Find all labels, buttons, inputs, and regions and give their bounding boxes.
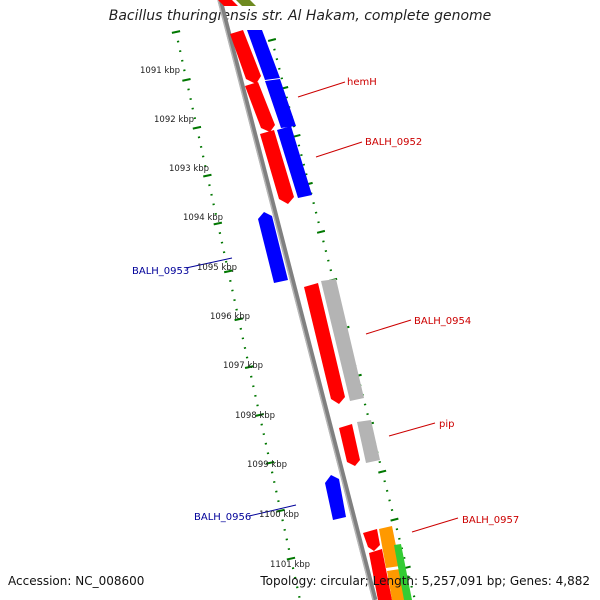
gene-pip-grey[interactable] — [357, 420, 380, 463]
kbp-label: 1099 kbp — [247, 460, 287, 470]
label-BALH_0954: BALH_0954 — [414, 316, 471, 327]
kbp-label: 1097 kbp — [223, 361, 263, 371]
scale-major-tick — [265, 460, 275, 465]
scale-major-tick — [234, 317, 244, 322]
leader-BALH_0954 — [365, 319, 412, 335]
kbp-label: 1094 kbp — [183, 213, 223, 223]
scale-major-tick — [203, 173, 212, 178]
gene-BALH_0953[interactable] — [258, 212, 288, 283]
scale-major-tick — [171, 30, 181, 34]
gene-track-major-tick — [378, 469, 387, 474]
label-hemH: hemH — [347, 77, 377, 88]
gene-track-dot — [300, 154, 303, 157]
gene-track-dot — [412, 595, 416, 598]
gene-track-dot — [378, 461, 382, 464]
genome-backbone — [217, 0, 378, 600]
scale-major-tick — [182, 77, 191, 82]
gene-track-dot — [312, 202, 315, 205]
label-pip: pip — [439, 419, 454, 430]
leader-BALH_0956 — [248, 504, 297, 517]
gene-track-dot — [278, 67, 281, 70]
gene-track-dot — [398, 537, 401, 540]
gene-BALH_0956[interactable] — [325, 475, 346, 520]
scale-major-tick — [286, 556, 296, 561]
gene-track-dot — [383, 480, 386, 483]
gene-track-major-tick — [390, 517, 399, 522]
gene-track-dot — [390, 508, 394, 512]
scale-major-tick — [213, 221, 223, 226]
scale-major-tick — [244, 365, 254, 369]
gene-track-dot — [410, 585, 413, 588]
leader-BALH_0953 — [185, 257, 233, 269]
scale-major-tick — [223, 269, 233, 274]
gene-BALH_0957-orange[interactable] — [379, 526, 400, 568]
gene-track-major-tick — [316, 229, 326, 234]
scale-track — [171, 30, 301, 598]
kbp-label: 1091 kbp — [140, 66, 180, 76]
accession-text: Accession: NC_008600 — [8, 574, 145, 588]
gene-red-2[interactable] — [245, 82, 275, 132]
gene-BALH_0954-grey[interactable] — [321, 279, 364, 401]
gene-track-dot — [324, 249, 328, 253]
leader-BALH_0957 — [411, 517, 459, 533]
leader-BALH_0952 — [315, 141, 363, 158]
kbp-label: 1100 kbp — [259, 510, 299, 520]
kbp-label: 1101 kbp — [270, 560, 310, 570]
label-BALH_0956: BALH_0956 — [194, 512, 251, 523]
scale-major-tick — [192, 125, 202, 130]
gene-BALH_0957-green[interactable] — [394, 544, 412, 600]
label-BALH_0957: BALH_0957 — [462, 515, 519, 526]
gene-BALH_0957-red-2[interactable] — [369, 549, 392, 600]
gene-track-dot — [329, 269, 333, 272]
gene-track-dot — [280, 77, 284, 80]
gene-arrow-red[interactable] — [218, 0, 238, 6]
gene-track-dot — [327, 259, 330, 262]
gene-track-dot — [395, 528, 399, 531]
genome-backbone-highlight — [217, 0, 374, 600]
gene-track-dot — [388, 499, 391, 502]
kbp-label: 1093 kbp — [169, 164, 209, 174]
gene-blue-2[interactable] — [265, 79, 296, 128]
gene-track-dot — [302, 163, 306, 166]
leader-hemH — [297, 81, 346, 98]
scale-major-tick — [255, 413, 264, 417]
gene-track-dot — [314, 211, 318, 214]
gene-track-dot — [385, 489, 389, 492]
gene-arrow-olive[interactable] — [236, 0, 256, 6]
gene-track-dot — [322, 240, 325, 243]
leader-pip — [388, 422, 436, 437]
gene-red-3[interactable] — [260, 130, 294, 204]
kbp-label: 1096 kbp — [210, 312, 250, 322]
kbp-label: 1098 kbp — [235, 411, 275, 421]
gene-track-dot — [273, 48, 276, 51]
gene-track-dot — [363, 403, 367, 406]
scale-major-tick — [276, 508, 285, 513]
gene-BALH_0954-red[interactable] — [304, 283, 345, 404]
kbp-label: 1092 kbp — [154, 115, 194, 125]
gene-BALH_0957-red-1[interactable] — [363, 529, 380, 551]
gene-pip-red[interactable] — [339, 424, 360, 466]
label-BALH_0953: BALH_0953 — [132, 266, 189, 277]
gene-track-dot — [407, 576, 411, 579]
gene-track-major-tick — [267, 38, 277, 42]
gene-hemH-forward[interactable] — [230, 30, 261, 84]
map-title: Bacillus thuringiensis str. Al Hakam, co… — [108, 8, 492, 24]
kbp-label: 1095 kbp — [197, 263, 237, 273]
label-BALH_0952: BALH_0952 — [365, 137, 422, 148]
gene-track-dot — [275, 58, 279, 61]
topology-summary: Topology: circular; Length: 5,257,091 bp… — [260, 574, 590, 588]
gene-track-dot — [317, 221, 320, 224]
gene-track-dot — [297, 144, 301, 147]
gene-blue-3[interactable] — [277, 126, 312, 198]
gene-blue-1[interactable] — [247, 30, 280, 80]
gene-track-dot — [366, 413, 369, 416]
scale-labels: 1091 kbp 1092 kbp 1093 kbp 1094 kbp 1095… — [140, 66, 310, 570]
